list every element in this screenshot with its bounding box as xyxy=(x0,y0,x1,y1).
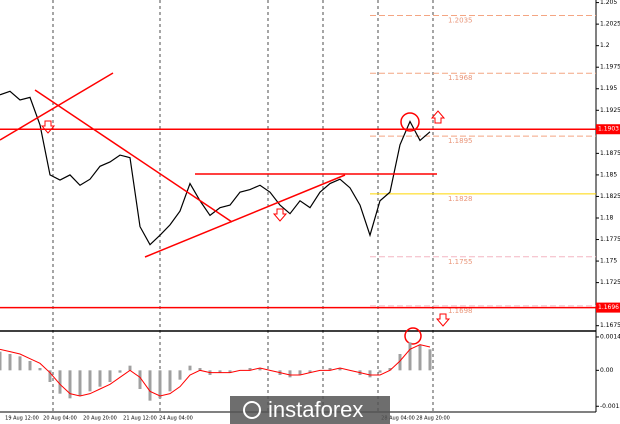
y-tick-label: 1.195 xyxy=(600,85,617,92)
x-tick-label: 21 Aug 12:00 xyxy=(123,416,157,422)
indicator-tick-label: 0.00 xyxy=(600,367,614,374)
price-label: 1.1696 xyxy=(598,304,619,311)
x-tick-label: 24 Aug 04:00 xyxy=(159,416,193,422)
signal-line xyxy=(0,344,431,397)
y-tick-label: 1.1975 xyxy=(600,64,620,71)
y-tick-label: 1.1675 xyxy=(600,322,620,329)
y-tick-label: 1.2 xyxy=(600,42,610,49)
y-tick-label: 1.185 xyxy=(600,171,617,178)
watermark-box: instaforex xyxy=(230,396,390,424)
fib-level-label: 1.1895 xyxy=(448,137,473,145)
fib-level-label: 1.1968 xyxy=(448,74,473,82)
price-line-series xyxy=(0,90,431,246)
price-label-box xyxy=(596,124,620,135)
y-tick-label: 1.1775 xyxy=(600,236,620,243)
indicator-tick-label: -0.00154 xyxy=(600,403,620,410)
y-tick-label: 1.1825 xyxy=(600,193,620,200)
y-tick-label: 1.18 xyxy=(600,214,614,221)
x-tick-label: 19 Aug 12:00 xyxy=(5,416,39,422)
fib-level-label: 1.1828 xyxy=(448,195,473,203)
fib-level-label: 1.1698 xyxy=(448,307,473,315)
y-tick-label: 1.175 xyxy=(600,258,617,265)
y-tick-label: 1.205 xyxy=(600,0,617,6)
y-tick-label: 1.1875 xyxy=(600,150,620,157)
x-tick-label: 28 Aug 20:00 xyxy=(416,416,450,422)
price-label-box xyxy=(596,302,620,313)
watermark: instaforex xyxy=(268,397,363,422)
x-tick-label: 28 Aug 04:00 xyxy=(381,416,415,422)
indicator-tick-label: 0.00143 xyxy=(600,333,620,340)
y-tick-label: 1.1925 xyxy=(600,107,620,114)
x-tick-label: 20 Aug 04:00 xyxy=(43,416,77,422)
x-tick-label: 20 Aug 20:00 xyxy=(83,416,117,422)
fib-level-label: 1.2035 xyxy=(448,17,473,25)
price-label: 1.1903 xyxy=(598,126,619,133)
fib-level-label: 1.1755 xyxy=(448,258,473,266)
y-tick-label: 1.2025 xyxy=(600,21,620,28)
y-tick-label: 1.1725 xyxy=(600,279,620,286)
